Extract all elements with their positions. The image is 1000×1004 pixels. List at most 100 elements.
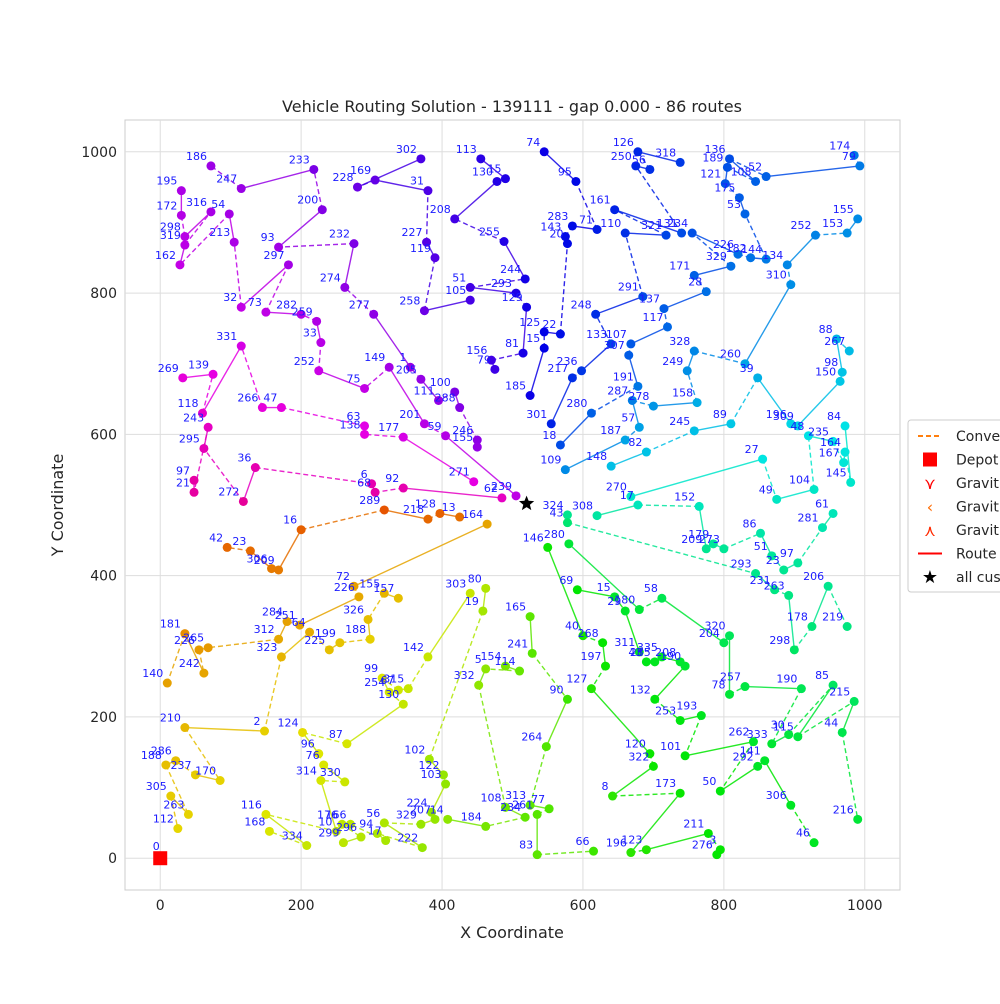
customer-label: 122: [418, 759, 439, 772]
customer-label: 285: [630, 646, 651, 659]
y-tick-label: 800: [90, 286, 117, 302]
customer-label: 283: [547, 210, 568, 223]
customer-point: [740, 209, 750, 219]
customer-point: [481, 664, 491, 674]
customer-point: [441, 431, 451, 441]
customer-point: [624, 350, 634, 360]
customer-point: [365, 634, 375, 644]
customer-point: [675, 157, 685, 167]
customer-point: [680, 751, 690, 761]
customer-label: 39: [740, 362, 754, 375]
route-segment: [730, 377, 759, 425]
customer-label: 92: [385, 472, 399, 485]
route-segment: [654, 665, 686, 700]
x-tick-label: 0: [156, 898, 165, 914]
customer-label: 71: [579, 213, 593, 226]
route-segment: [228, 213, 235, 243]
customer-label: 42: [209, 531, 223, 544]
customer-label: 126: [613, 136, 634, 149]
customer-label: 56: [366, 807, 380, 820]
customer-label: 190: [776, 673, 797, 686]
customer-label: 243: [183, 411, 204, 424]
route-segment: [184, 211, 212, 246]
customer-point: [340, 282, 350, 292]
customer-label: 241: [507, 637, 528, 650]
customer-label: 252: [790, 219, 811, 232]
customer-point: [518, 348, 528, 358]
customer-label: 93: [261, 231, 275, 244]
x-tick-label: 1000: [847, 898, 883, 914]
customer-label: 18: [542, 429, 556, 442]
customer-label: 273: [699, 533, 720, 546]
x-tick-label: 200: [288, 898, 315, 914]
route-segment: [491, 352, 524, 361]
customer-label: 40: [565, 620, 579, 633]
route-segment: [350, 823, 386, 842]
customer-point: [497, 493, 507, 503]
customer-label: 318: [655, 146, 676, 159]
customer-label: 258: [399, 295, 420, 308]
customer-label: 164: [462, 508, 483, 521]
customer-label: 239: [491, 480, 512, 493]
customer-label: 6: [361, 468, 368, 481]
route-segment: [646, 832, 709, 851]
customer-point: [267, 564, 277, 574]
route-segment: [663, 291, 707, 310]
customer-label: 219: [822, 611, 843, 624]
route-segment: [269, 830, 308, 847]
customer-label: 250: [611, 150, 632, 163]
customer-label: 309: [773, 410, 794, 423]
legend-label: Gravit: [956, 500, 999, 516]
customer-label: 254: [364, 676, 385, 689]
route-segment: [454, 218, 505, 243]
customer-label: 158: [672, 387, 693, 400]
route-segment: [547, 547, 584, 636]
customer-label: 66: [576, 835, 590, 848]
route-segment: [344, 243, 355, 288]
route-segment: [786, 234, 816, 266]
customer-label: 98: [824, 356, 838, 369]
customer-point: [746, 253, 756, 263]
customer-label: 57: [621, 411, 635, 424]
route-segment: [719, 765, 759, 792]
customer-point: [840, 447, 850, 457]
customer-label: 62: [484, 482, 498, 495]
route-segment: [255, 466, 372, 485]
route-segment: [793, 626, 813, 651]
x-tick-label: 600: [570, 898, 597, 914]
customer-label: 118: [178, 397, 199, 410]
customer-point: [215, 776, 225, 786]
route-segment: [374, 179, 429, 192]
customer-label: 116: [241, 798, 262, 811]
y-tick-label: 0: [108, 851, 117, 867]
route-segment: [447, 818, 486, 828]
customer-label: 88: [819, 323, 833, 336]
customer-point: [229, 237, 239, 247]
route-segment: [565, 439, 626, 471]
customer-label: 315: [383, 673, 404, 686]
legend-marker: [923, 452, 937, 467]
route-segment: [529, 347, 545, 396]
customer-point: [264, 826, 274, 836]
customer-point: [592, 511, 602, 521]
customer-label: 84: [827, 410, 841, 423]
customer-point: [438, 770, 448, 780]
customer-label: 30: [771, 719, 785, 732]
customer-label: 329: [706, 250, 727, 263]
customer-point: [180, 232, 190, 242]
customer-point: [224, 209, 234, 219]
customer-label: 226: [334, 581, 355, 594]
route-segment: [420, 378, 440, 401]
route-segment: [761, 458, 778, 500]
customer-point: [345, 819, 355, 829]
route-segment: [184, 726, 265, 732]
route-segment: [265, 813, 337, 833]
customer-point: [560, 232, 570, 242]
customer-point: [751, 569, 761, 579]
customer-label: 2: [254, 715, 261, 728]
customer-label: 278: [628, 390, 649, 403]
customer-label: 323: [256, 641, 277, 654]
customer-point: [384, 362, 394, 372]
customer-label: 78: [712, 678, 726, 691]
customer-label: 308: [572, 500, 593, 513]
